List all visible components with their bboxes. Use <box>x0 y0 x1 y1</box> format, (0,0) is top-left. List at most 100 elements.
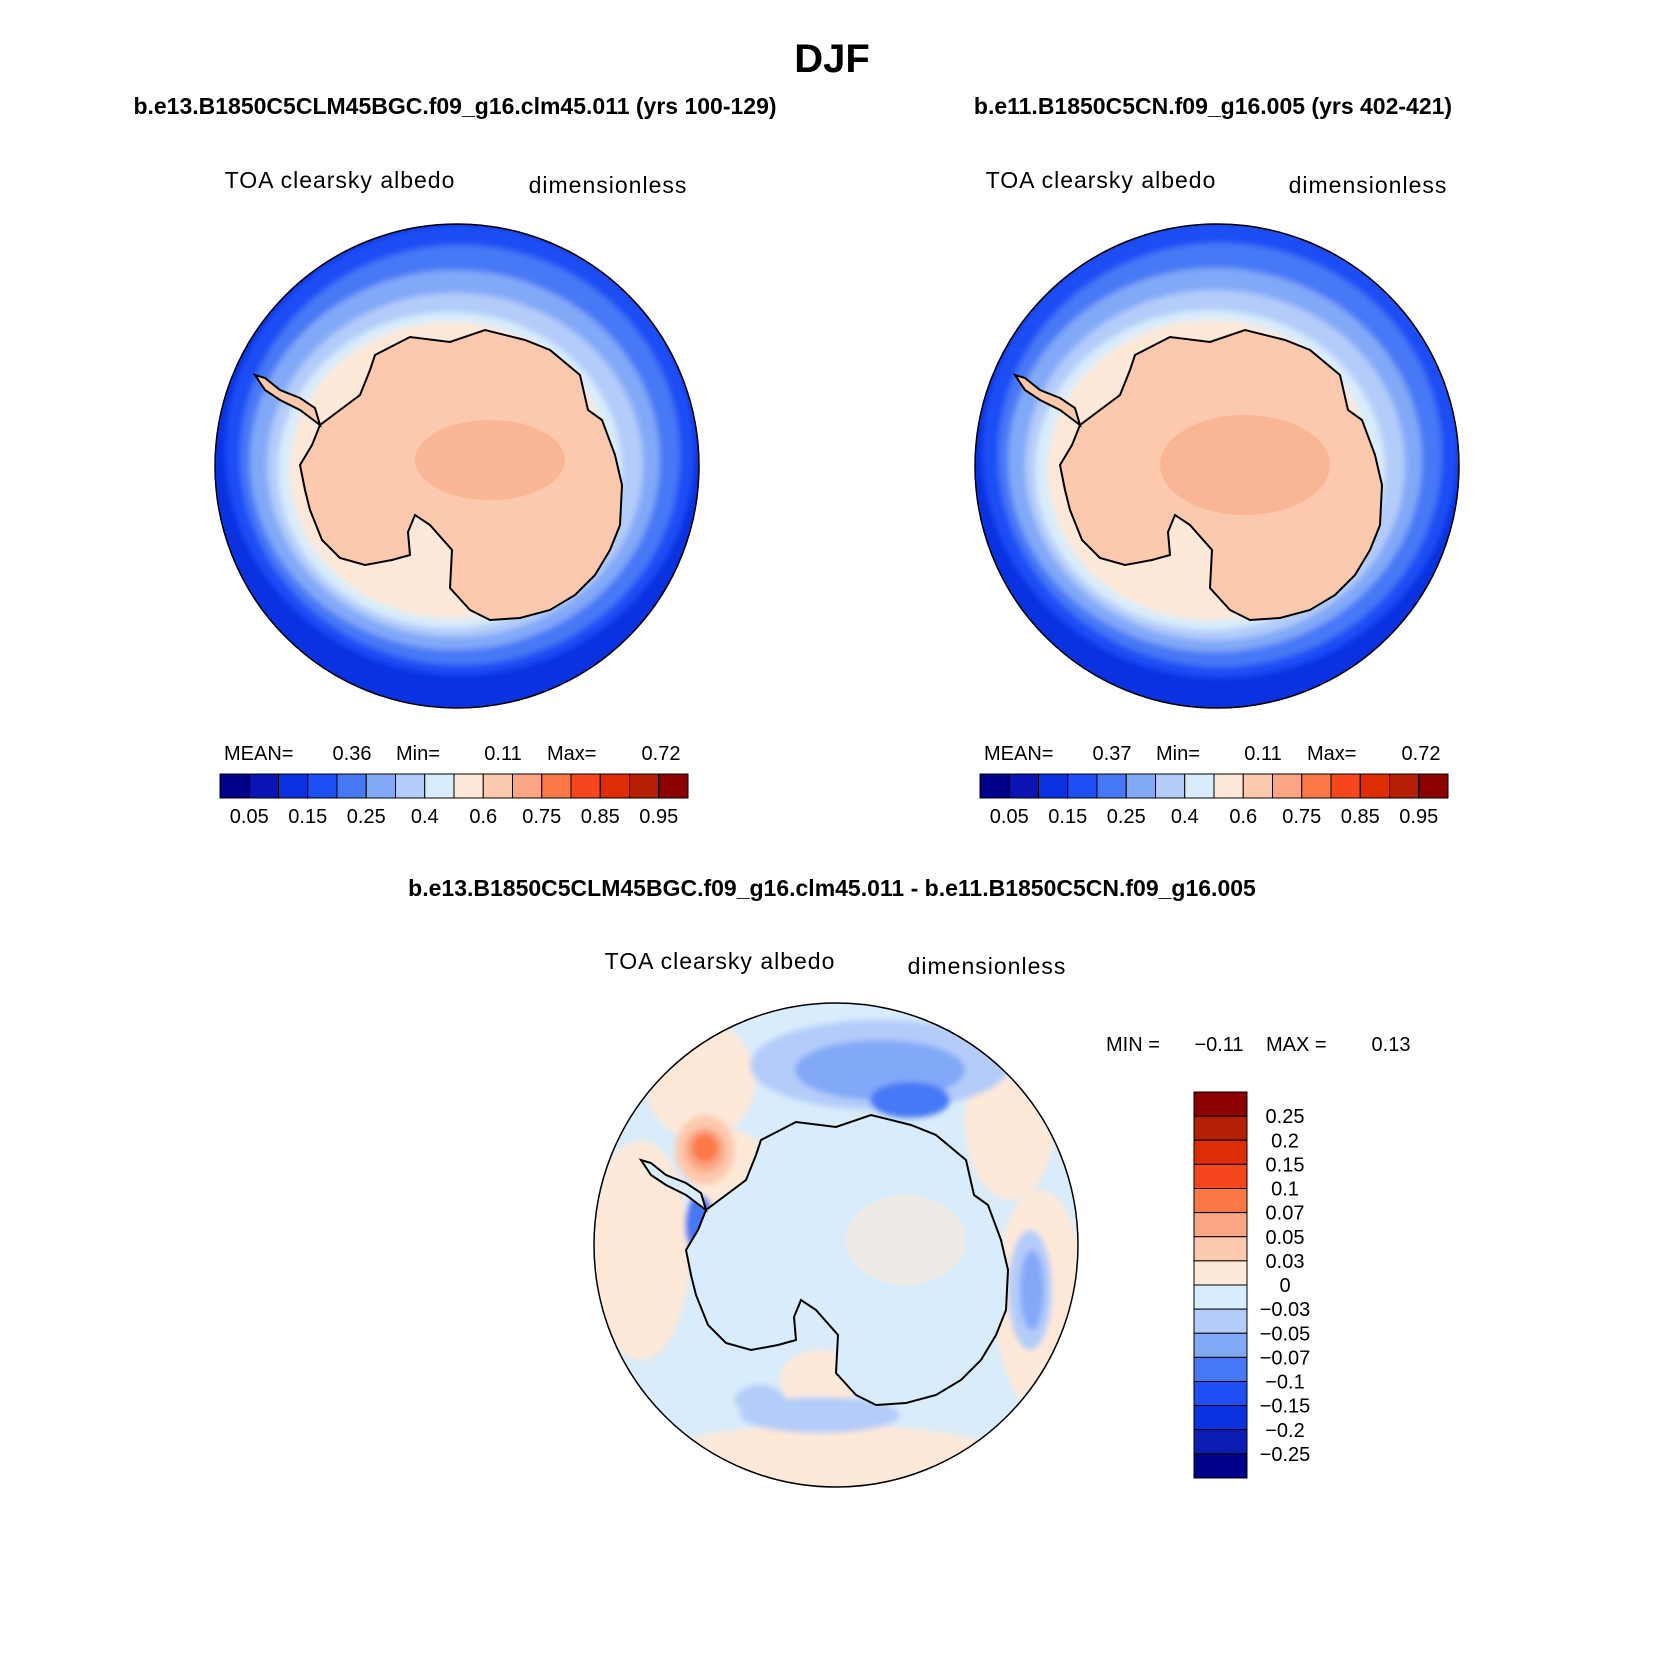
stat-max-value: 0.13 <box>1372 1034 1411 1056</box>
colorbar-swatch <box>1389 773 1420 799</box>
colorbar-tick-label: 0.4 <box>1171 806 1199 828</box>
colorbar-tick-label: −0.07 <box>1260 1347 1311 1369</box>
panel-right-colorbar <box>979 773 1449 799</box>
stat-max-label: Max= <box>547 743 596 765</box>
stat-mean-value: 0.37 <box>1093 743 1132 765</box>
colorbar-swatch <box>1193 1332 1248 1358</box>
colorbar-swatch <box>1242 773 1273 799</box>
colorbar-tick-label: 0.6 <box>1229 806 1257 828</box>
colorbar-swatch <box>1193 1236 1248 1262</box>
panel-right-stats: MEAN= 0.37 Min= 0.11 Max= 0.72 <box>984 743 1440 765</box>
colorbar-swatch <box>1193 1188 1248 1214</box>
neg-anomaly-patch <box>735 1385 785 1415</box>
stat-mean-label: MEAN= <box>984 743 1053 765</box>
colorbar-tick-label: −0.25 <box>1260 1444 1311 1466</box>
colorbar-tick-label: −0.2 <box>1265 1420 1304 1442</box>
panel-right-units: dimensionless <box>1289 172 1448 198</box>
colorbar-swatch <box>541 773 572 799</box>
colorbar-tick-label: −0.1 <box>1265 1372 1304 1394</box>
panel-left: b.e13.B1850C5CLM45BGC.f09_g16.clm45.011 … <box>133 93 776 828</box>
colorbar-tick-label: 0.75 <box>1282 806 1321 828</box>
stat-min-value: 0.11 <box>1244 743 1281 765</box>
colorbar-swatch <box>1125 773 1156 799</box>
colorbar-swatch <box>1193 1405 1248 1431</box>
colorbar-swatch <box>1193 1381 1248 1407</box>
colorbar-swatch <box>1193 1139 1248 1165</box>
colorbar-tick-label: 0.4 <box>411 806 439 828</box>
ice-core-streaks <box>415 420 565 500</box>
colorbar-tick-label: 0.95 <box>639 806 678 828</box>
colorbar-swatch <box>1359 773 1390 799</box>
season-title: DJF <box>794 37 870 81</box>
colorbar-tick-label: 0.85 <box>1341 806 1380 828</box>
colorbar-tick-label: 0.95 <box>1399 806 1438 828</box>
colorbar-swatch <box>1193 1453 1248 1479</box>
neg-anomaly-patch <box>1020 1250 1044 1330</box>
colorbar-swatch <box>629 773 660 799</box>
panel-left-map-border <box>214 223 700 709</box>
panel-right-map-border <box>974 223 1460 709</box>
colorbar-tick-label: 0.25 <box>1266 1106 1305 1128</box>
colorbar-swatch <box>1155 773 1186 799</box>
colorbar-tick-label: 0.15 <box>1048 806 1087 828</box>
colorbar-swatch <box>1193 1163 1248 1189</box>
colorbar-swatch <box>1418 773 1449 799</box>
panel-right: b.e11.B1850C5CN.f09_g16.005 (yrs 402-421… <box>974 93 1460 828</box>
colorbar-swatch <box>1193 1212 1248 1238</box>
colorbar-swatch <box>1193 1091 1248 1117</box>
colorbar-tick-label: 0.03 <box>1266 1251 1305 1273</box>
colorbar-swatch <box>1193 1115 1248 1141</box>
colorbar-swatch <box>1193 1284 1248 1310</box>
colorbar-swatch <box>248 773 279 799</box>
panel-diff: b.e13.B1850C5CLM45BGC.f09_g16.clm45.011 … <box>408 875 1410 1488</box>
ice-positive-streaks <box>846 1195 966 1285</box>
panel-left-colorbar <box>219 773 689 799</box>
colorbar-tick-label: 0.07 <box>1266 1203 1305 1225</box>
colorbar-tick-label: 0.2 <box>1271 1130 1299 1152</box>
colorbar-swatch <box>395 773 426 799</box>
pos-anomaly-core <box>692 1134 718 1162</box>
colorbar-tick-label: 0.25 <box>347 806 386 828</box>
panel-right-title: b.e11.B1850C5CN.f09_g16.005 (yrs 402-421… <box>974 93 1452 119</box>
ice-core-streaks <box>1160 415 1330 515</box>
colorbar-tick-label: 0.6 <box>469 806 497 828</box>
colorbar-swatch <box>1008 773 1039 799</box>
stat-max-label: Max= <box>1307 743 1356 765</box>
stat-min-value: 0.11 <box>484 743 521 765</box>
colorbar-swatch <box>453 773 484 799</box>
panel-right-map <box>975 224 1459 708</box>
colorbar-swatch <box>1193 1308 1248 1334</box>
panel-diff-colorbar-ticks: 0.250.20.150.10.070.050.030−0.03−0.05−0.… <box>1260 1106 1311 1466</box>
colorbar-swatch <box>658 773 689 799</box>
colorbar-tick-label: 0.15 <box>288 806 327 828</box>
panel-left-units: dimensionless <box>529 172 688 198</box>
colorbar-swatch <box>482 773 513 799</box>
colorbar-swatch <box>307 773 338 799</box>
colorbar-tick-label: 0.75 <box>522 806 561 828</box>
colorbar-tick-label: 0.15 <box>1266 1154 1305 1176</box>
pos-anomaly-patch <box>650 1425 1010 1487</box>
panel-right-variable: TOA clearsky albedo <box>986 167 1217 193</box>
neg-anomaly-patch <box>870 1082 950 1118</box>
colorbar-swatch <box>1193 1429 1248 1455</box>
pos-anomaly-patch <box>594 1140 690 1360</box>
panel-diff-units: dimensionless <box>908 953 1067 979</box>
panel-left-stats: MEAN= 0.36 Min= 0.11 Max= 0.72 <box>224 743 680 765</box>
colorbar-tick-label: 0.1 <box>1271 1179 1299 1201</box>
colorbar-swatch <box>1213 773 1244 799</box>
stat-max-value: 0.72 <box>1402 743 1441 765</box>
colorbar-tick-label: 0 <box>1279 1275 1290 1297</box>
colorbar-swatch <box>219 773 250 799</box>
panel-left-variable: TOA clearsky albedo <box>225 167 456 193</box>
stat-min-value: −0.11 <box>1194 1034 1243 1056</box>
colorbar-swatch <box>278 773 309 799</box>
colorbar-swatch <box>1301 773 1332 799</box>
stat-mean-label: MEAN= <box>224 743 293 765</box>
stat-max-value: 0.72 <box>642 743 681 765</box>
panel-diff-colorbar <box>1193 1091 1248 1479</box>
stat-min-label: MIN = <box>1106 1034 1160 1056</box>
panel-diff-variable: TOA clearsky albedo <box>605 948 836 974</box>
colorbar-tick-label: 0.85 <box>581 806 620 828</box>
panel-diff-stats: MIN = −0.11 MAX = 0.13 <box>1106 1034 1410 1056</box>
